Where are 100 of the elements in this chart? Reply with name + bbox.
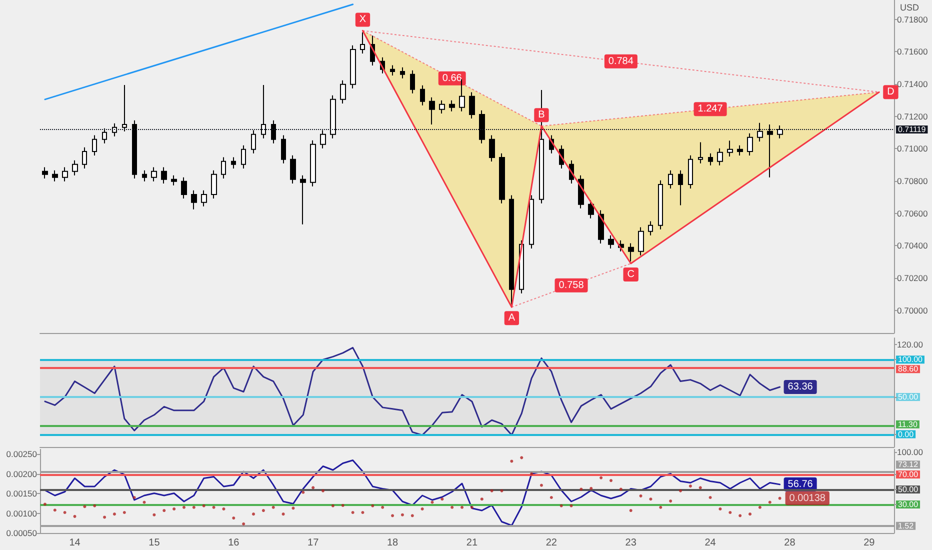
candlestick xyxy=(598,210,604,244)
candlestick xyxy=(529,194,534,249)
x-tick-label: 17 xyxy=(308,538,320,548)
candlestick xyxy=(698,142,703,164)
candlestick xyxy=(42,166,48,179)
candlestick xyxy=(360,32,365,54)
candlestick xyxy=(767,124,773,178)
candlestick xyxy=(469,92,475,119)
candlestick xyxy=(658,180,663,230)
candlestick xyxy=(489,134,495,162)
y-tick-label: 0.70000 xyxy=(897,305,928,316)
data-label: D xyxy=(887,86,894,98)
annotation: 0.758 xyxy=(558,280,584,291)
y-tick-label: 0.71800 xyxy=(897,14,928,24)
candlestick xyxy=(717,148,723,166)
line-series xyxy=(44,346,781,436)
y-tick-label: 100.00 xyxy=(898,355,924,364)
candlestick xyxy=(439,100,445,114)
y-tick-label: 50.00 xyxy=(898,392,919,402)
candlestick xyxy=(241,144,246,169)
ref-line-label: 0.71119 xyxy=(898,124,926,134)
candlestick xyxy=(668,170,673,189)
y2-tick-label: 30.00 xyxy=(898,500,919,509)
candlestick xyxy=(261,84,266,139)
candlestick xyxy=(350,44,356,89)
candlestick xyxy=(201,190,207,207)
candlestick xyxy=(171,174,177,186)
candlestick xyxy=(638,226,644,256)
candlestick xyxy=(151,166,157,182)
candlestick xyxy=(747,132,753,156)
candlestick xyxy=(122,84,127,132)
y2-tick-label: 70.00 xyxy=(898,470,919,479)
annotation: 0.66 xyxy=(442,72,462,84)
y-tick-label: 0.71400 xyxy=(897,79,928,90)
candlestick xyxy=(132,120,137,179)
y-tick-label: 0.00150 xyxy=(6,488,38,499)
candlestick xyxy=(648,220,653,236)
candlestick xyxy=(400,66,405,79)
candlestick xyxy=(142,170,147,182)
x-tick-label: 16 xyxy=(228,538,240,548)
candlestick xyxy=(300,174,306,225)
candlestick xyxy=(92,134,97,156)
x-tick-label: 29 xyxy=(864,538,876,548)
candlestick xyxy=(211,170,217,200)
y-axis-title: USD xyxy=(900,2,920,12)
candlestick xyxy=(479,110,485,144)
ref-line-label: 1.52 xyxy=(898,521,914,530)
candlestick xyxy=(330,94,336,139)
x-tick-label: 23 xyxy=(625,538,637,548)
annotation: 0.784 xyxy=(608,56,634,67)
x-tick-label: 24 xyxy=(704,538,716,548)
x-tick-label: 28 xyxy=(784,538,796,548)
y-tick-label: 0.00 xyxy=(898,430,914,439)
candlestick xyxy=(390,64,395,76)
y-tick-label: 0.71200 xyxy=(897,111,928,122)
data-label: B xyxy=(538,110,546,121)
data-label: A xyxy=(508,312,516,324)
candlestick xyxy=(340,80,346,104)
candlestick xyxy=(688,154,693,189)
candlestick xyxy=(608,234,614,249)
candlestick xyxy=(231,156,236,169)
candlestick xyxy=(251,130,256,154)
y-tick-label: 0.00050 xyxy=(6,528,38,538)
candlestick xyxy=(539,90,544,204)
candlestick xyxy=(82,146,87,169)
ref-line-label: 73.12 xyxy=(898,460,919,470)
candlestick xyxy=(588,200,594,219)
y-tick-label: 120.00 xyxy=(897,340,924,350)
candlestick xyxy=(410,70,415,94)
y-tick-label: 0.71000 xyxy=(897,144,928,154)
candlestick xyxy=(310,140,316,187)
data-label: 63.36 xyxy=(788,382,814,393)
candlestick xyxy=(320,130,326,149)
candlestick xyxy=(290,154,296,184)
candlestick xyxy=(429,96,435,125)
candlestick xyxy=(509,194,514,305)
x-tick-label: 15 xyxy=(148,538,160,548)
candlestick xyxy=(420,84,425,106)
candlestick xyxy=(777,124,783,139)
data-label: C xyxy=(627,268,634,280)
candlestick xyxy=(678,170,683,206)
data-label: 56.76 xyxy=(788,478,814,490)
data-label: 0.00138 xyxy=(789,492,826,504)
candlestick xyxy=(191,190,197,210)
y-tick-label: 0.71600 xyxy=(897,46,928,57)
candlestick xyxy=(112,122,117,137)
candlestick xyxy=(221,156,226,179)
y-tick-label: 0.70600 xyxy=(897,208,928,218)
y-tick-label: 0.00100 xyxy=(6,508,38,518)
candlestick xyxy=(271,120,276,144)
y-tick-label: 0.70200 xyxy=(897,273,928,284)
x-tick-label: 14 xyxy=(69,538,81,548)
ref-line-label: 11.30 xyxy=(898,420,918,429)
candlestick xyxy=(727,140,733,157)
candlestick xyxy=(499,152,505,204)
annotation: 1.247 xyxy=(698,104,724,115)
candlestick xyxy=(161,166,167,184)
y-tick-label: 0.00250 xyxy=(6,449,38,460)
y-tick-label: 0.00200 xyxy=(6,468,38,479)
x-tick-label: 22 xyxy=(546,538,558,548)
